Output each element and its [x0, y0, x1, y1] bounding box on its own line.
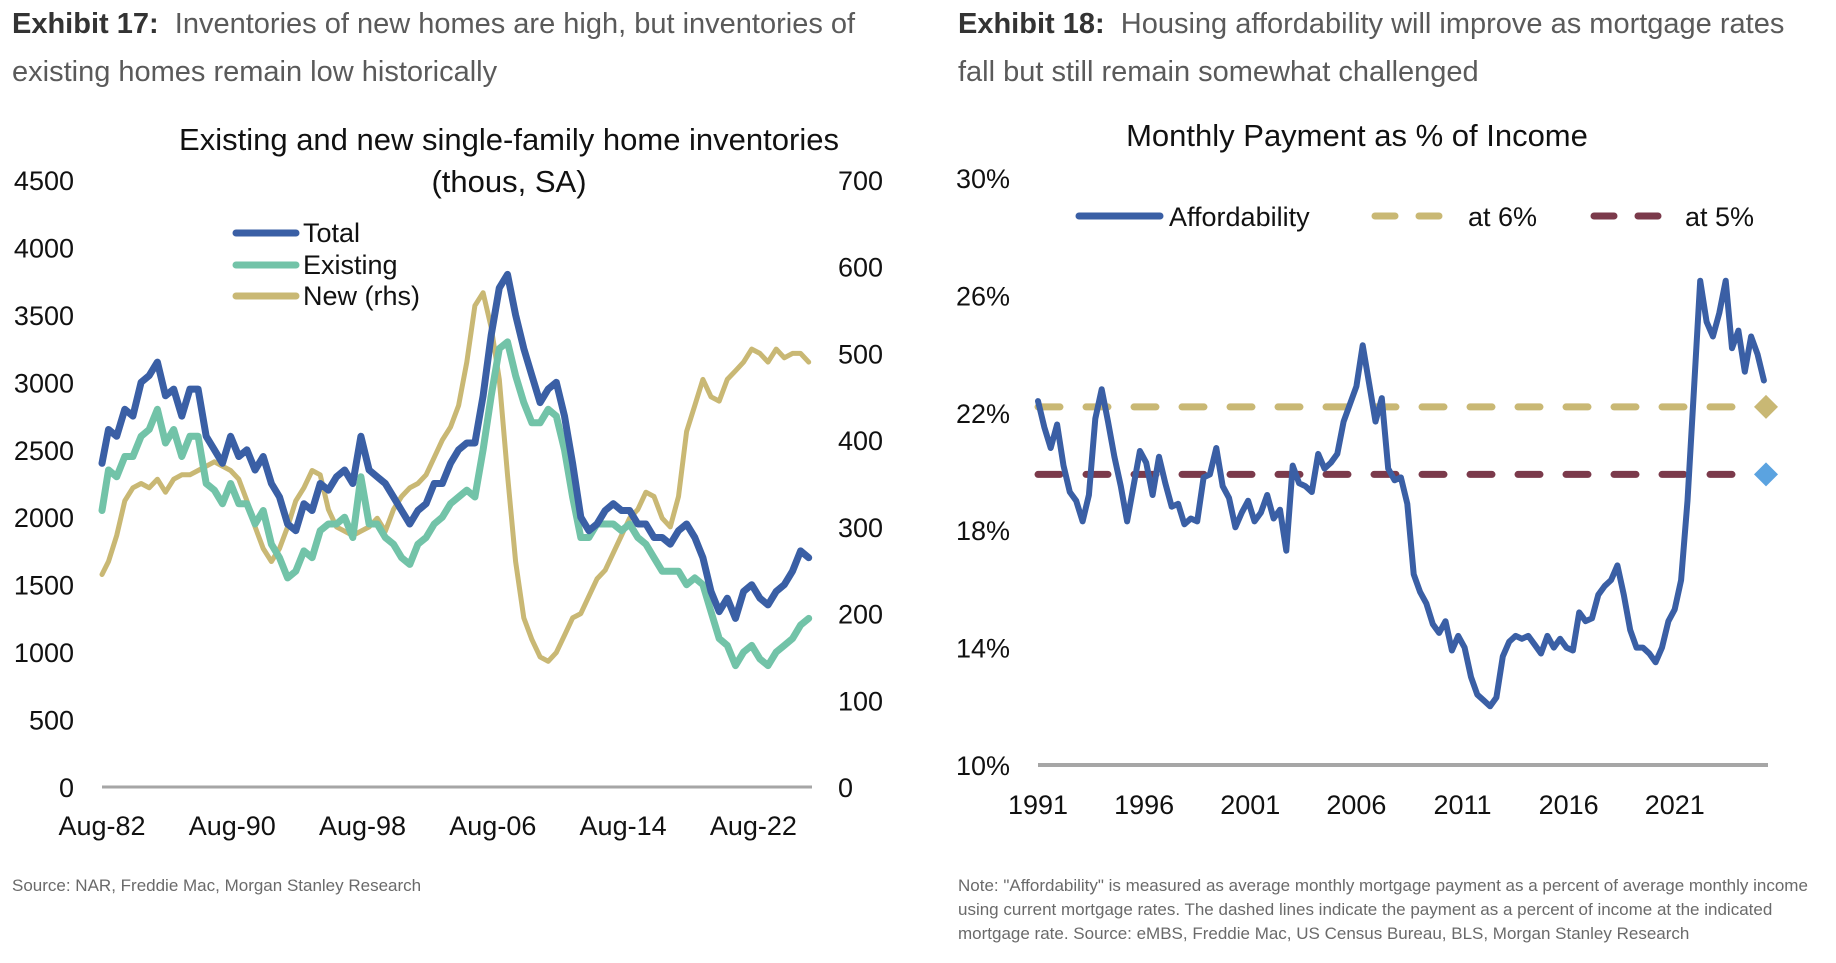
exhibit-17-label: Exhibit 17:: [12, 8, 159, 40]
left-y-tick-label: 2000: [14, 503, 74, 533]
x-tick-label: Aug-98: [319, 811, 406, 841]
series-line-affordability: [1035, 277, 1767, 710]
x-tick-label: 2011: [1433, 790, 1491, 820]
exhibit-17-caption: Exhibit 17: Inventories of new homes are…: [12, 0, 892, 96]
legend-label-existing: Existing: [303, 250, 398, 280]
left-y-tick-label: 1500: [14, 571, 74, 601]
inventory-chart-title: Existing and new single-family home inve…: [179, 122, 839, 157]
right-y-tick-label: 700: [838, 166, 883, 196]
y-tick-label: 26%: [956, 281, 1010, 311]
y-tick-label: 30%: [956, 164, 1010, 194]
series-lines: [1034, 277, 1778, 710]
y-tick-label: 22%: [956, 399, 1010, 429]
left-y-axis: 0 500 1000 1500 2000 2500 3000 3500 4000 4500: [14, 166, 74, 803]
left-y-tick-label: 1000: [14, 638, 74, 668]
legend-label-at-6: at 6%: [1468, 202, 1537, 232]
y-tick-label: 14%: [956, 634, 1010, 664]
legend: Affordability at 6% at 5%: [1075, 202, 1754, 232]
y-axis: 10% 14% 18% 22% 26% 30%: [956, 164, 1010, 781]
legend-label-new: New (rhs): [303, 281, 420, 311]
diamond-marker-at-6: [1754, 394, 1778, 419]
x-tick-label: 2006: [1326, 790, 1386, 820]
left-y-tick-label: 4500: [14, 166, 74, 196]
exhibit-17-text: Inventories of new homes are high, but i…: [12, 8, 856, 88]
inventory-chart-subtitle: (thous, SA): [431, 164, 586, 199]
series-lines: [98, 270, 813, 670]
exhibit-18-label: Exhibit 18:: [958, 8, 1105, 40]
y-tick-label: 10%: [956, 751, 1010, 781]
diamond-marker-at-5: [1754, 462, 1778, 487]
x-tick-label: Aug-90: [189, 811, 276, 841]
affordability-chart: Monthly Payment as % of Income 10% 14% 18%…: [956, 118, 1778, 820]
series-line-new-rhs: [99, 290, 812, 664]
series-line-total: [98, 270, 813, 622]
legend-label-at-5: at 5%: [1685, 202, 1754, 232]
x-tick-label: Aug-14: [580, 811, 667, 841]
right-y-tick-label: 100: [838, 686, 883, 716]
x-tick-label: 1996: [1114, 790, 1174, 820]
left-y-tick-label: 3500: [14, 301, 74, 331]
x-tick-label: Aug-22: [710, 811, 797, 841]
x-tick-label: 1991: [1008, 790, 1068, 820]
x-tick-label: Aug-82: [58, 811, 145, 841]
right-y-axis: 0 100 200 300 400 500 600 700: [838, 166, 883, 803]
right-y-tick-label: 500: [838, 339, 883, 369]
left-y-tick-label: 0: [59, 773, 74, 803]
x-tick-label: 2016: [1539, 790, 1599, 820]
x-tick-label: 2001: [1220, 790, 1280, 820]
inventory-chart: Existing and new single-family home inve…: [14, 122, 883, 841]
right-y-tick-label: 0: [838, 773, 853, 803]
x-axis: Aug-82 Aug-90 Aug-98 Aug-06 Aug-14 Aug-22: [58, 811, 796, 841]
y-tick-label: 18%: [956, 516, 1010, 546]
left-y-tick-label: 2500: [14, 436, 74, 466]
exhibit-17-source: Source: NAR, Freddie Mac, Morgan Stanley…: [12, 876, 422, 895]
affordability-chart-title: Monthly Payment as % of Income: [1126, 118, 1588, 153]
series-line-existing: [98, 338, 813, 670]
exhibit-18-text: Housing affordability will improve as mo…: [958, 8, 1785, 88]
right-y-tick-label: 600: [838, 253, 883, 283]
left-y-tick-label: 3000: [14, 368, 74, 398]
left-y-tick-label: 500: [29, 706, 74, 736]
x-axis: 1991 1996 2001 2006 2011 2016 2021: [1008, 790, 1705, 820]
x-tick-label: 2021: [1645, 790, 1705, 820]
right-y-tick-label: 400: [838, 426, 883, 456]
right-y-tick-label: 200: [838, 600, 883, 630]
legend-label-total: Total: [303, 218, 360, 248]
exhibit-18-note: Note: "Affordability" is measured as ave…: [958, 876, 1808, 943]
exhibit-18-caption: Exhibit 18: Housing affordability will i…: [958, 0, 1828, 96]
legend: Total Existing New (rhs): [232, 218, 420, 311]
legend-label-affordability: Affordability: [1169, 202, 1310, 232]
right-y-tick-label: 300: [838, 513, 883, 543]
left-y-tick-label: 4000: [14, 233, 74, 263]
x-tick-label: Aug-06: [449, 811, 536, 841]
